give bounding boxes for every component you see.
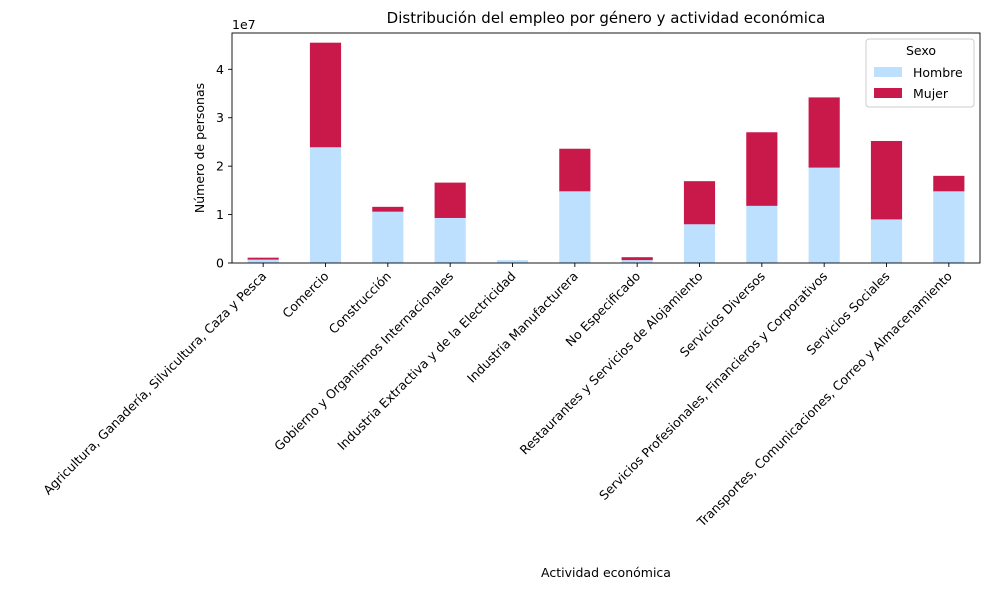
- y-axis-offset-text: 1e7: [232, 17, 256, 32]
- x-axis-label: Actividad económica: [541, 565, 671, 580]
- legend-swatch-hombre: [874, 67, 902, 77]
- legend: Sexo Hombre Mujer: [865, 38, 975, 108]
- bars-group: [247, 42, 965, 263]
- chart-title: Distribución del empleo por género y act…: [387, 9, 826, 27]
- x-tick-label-2: Construcción: [326, 269, 394, 337]
- bar-hombre-11: [933, 191, 965, 263]
- y-tick-label-2: 2: [216, 159, 224, 174]
- legend-title: Sexo: [906, 43, 936, 58]
- bar-mujer-10: [870, 140, 903, 220]
- y-axis-label: Número de personas: [192, 83, 207, 213]
- bar-mujer-6: [621, 257, 653, 261]
- x-tick-label-9: Servicios Profesionales, Financieros y C…: [596, 269, 830, 503]
- bar-hombre-1: [309, 147, 342, 263]
- x-tick-label-0: Agricultura, Ganadería, Silvicultura, Ca…: [40, 269, 269, 498]
- legend-swatch-mujer: [874, 88, 902, 98]
- y-tick-label-3: 3: [216, 110, 224, 125]
- bar-hombre-9: [808, 167, 840, 263]
- bar-mujer-0: [247, 257, 279, 260]
- bar-hombre-10: [870, 219, 903, 263]
- bar-mujer-11: [933, 175, 965, 192]
- x-axis-ticks: Agricultura, Ganadería, Silvicultura, Ca…: [40, 263, 955, 530]
- bar-mujer-8: [746, 132, 778, 206]
- y-tick-label-1: 1: [216, 207, 224, 222]
- bar-hombre-6: [621, 260, 653, 263]
- bar-mujer-2: [372, 206, 404, 212]
- legend-label-mujer: Mujer: [913, 86, 949, 101]
- bar-mujer-1: [309, 42, 342, 148]
- bar-hombre-3: [434, 217, 466, 263]
- y-tick-label-4: 4: [216, 62, 224, 77]
- x-tick-label-1: Comercio: [279, 269, 331, 321]
- bar-hombre-7: [683, 224, 716, 263]
- legend-label-hombre: Hombre: [913, 65, 963, 80]
- bar-mujer-9: [808, 97, 840, 168]
- bar-hombre-2: [372, 211, 404, 263]
- plot-area-frame: [231, 32, 981, 264]
- bar-hombre-5: [559, 191, 591, 263]
- bar-mujer-5: [559, 148, 591, 192]
- bar-hombre-0: [247, 259, 279, 263]
- bar-hombre-8: [746, 205, 778, 263]
- bar-hombre-4: [496, 260, 529, 263]
- y-axis-ticks: 0 1 2 3 4: [216, 62, 232, 271]
- bar-mujer-3: [434, 182, 466, 218]
- bar-mujer-7: [683, 181, 716, 225]
- y-tick-label-0: 0: [216, 256, 224, 271]
- x-tick-label-5: Industria Manufacturera: [464, 269, 581, 386]
